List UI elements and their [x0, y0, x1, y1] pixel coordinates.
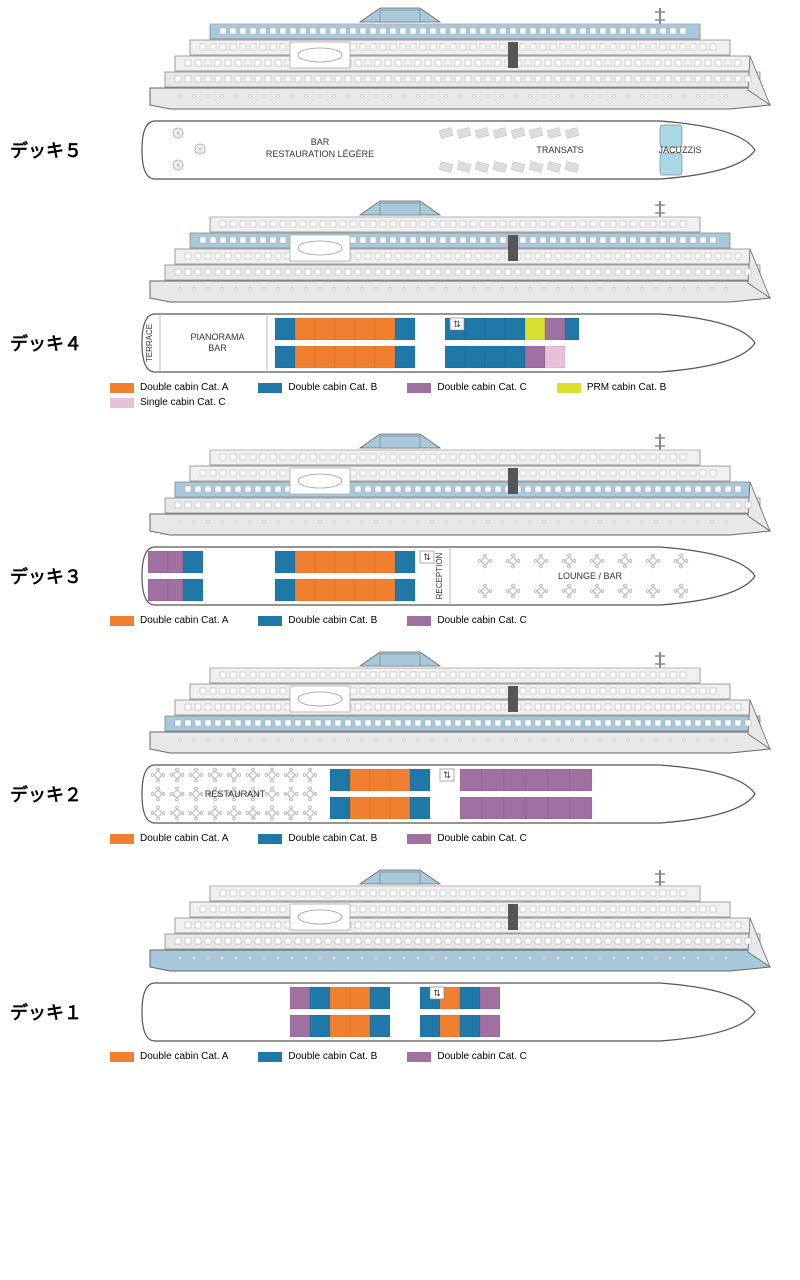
- legend-label: Double cabin Cat. C: [437, 615, 527, 626]
- legend-item-catA: Double cabin Cat. A: [110, 615, 228, 626]
- deck-section-2: デッキ２ RESTAURANT ⇅ Double cabin Cat. A Dou…: [0, 644, 800, 854]
- svg-text:TERRACE: TERRACE: [145, 324, 154, 362]
- ship-profile: [110, 193, 790, 308]
- legend-label: Double cabin Cat. C: [437, 833, 527, 844]
- svg-text:PIANORAMA: PIANORAMA: [190, 332, 244, 342]
- legend-label: Double cabin Cat. C: [437, 382, 527, 393]
- svg-text:RECEPTION: RECEPTION: [435, 552, 444, 599]
- deck-label: デッキ４: [10, 330, 100, 356]
- ship-profile: [110, 644, 790, 759]
- deck-section-4: デッキ４ TERRACE PIANORAMABAR ⇅ Double cabin C…: [0, 193, 800, 418]
- svg-text:⇅: ⇅: [423, 552, 431, 562]
- legend-label: PRM cabin Cat. B: [587, 382, 666, 393]
- svg-text:JACUZZIS: JACUZZIS: [658, 145, 701, 155]
- deck-plan: RESTAURANT ⇅: [110, 759, 790, 829]
- svg-text:BAR: BAR: [208, 343, 227, 353]
- deck-section-1: デッキ１ ⇅ Double cabin Cat. A Double cabin …: [0, 862, 800, 1072]
- deck-plan: BAR RESTAURATION LÉGÈRE TRANSATS JACUZZIS: [110, 115, 790, 185]
- ship-profile: [110, 426, 790, 541]
- deck-plan: ⇅ RECEPTION LOUNGE / BAR: [110, 541, 790, 611]
- legend-label: Single cabin Cat. C: [140, 397, 226, 408]
- legend-label: Double cabin Cat. B: [288, 1051, 377, 1062]
- svg-text:⇅: ⇅: [433, 988, 441, 998]
- legend-item-catB: Double cabin Cat. B: [258, 615, 377, 626]
- deck-plan: TERRACE PIANORAMABAR ⇅: [110, 308, 790, 378]
- svg-text:TRANSATS: TRANSATS: [536, 145, 583, 155]
- legend: Double cabin Cat. A Double cabin Cat. B …: [110, 378, 790, 418]
- deck-label: デッキ３: [10, 563, 100, 589]
- legend-item-catC: Double cabin Cat. C: [407, 833, 527, 844]
- legend-item-catB: Double cabin Cat. B: [258, 833, 377, 844]
- legend-label: Double cabin Cat. A: [140, 833, 228, 844]
- legend-label: Double cabin Cat. A: [140, 1051, 228, 1062]
- legend-label: Double cabin Cat. A: [140, 615, 228, 626]
- deck-plan: ⇅: [110, 977, 790, 1047]
- deck-section-5: デッキ５ BAR RESTAURATION LÉGÈRE TRANSATS JACUZ…: [0, 0, 800, 185]
- legend-label: Double cabin Cat. B: [288, 833, 377, 844]
- svg-text:⇅: ⇅: [443, 770, 451, 780]
- deck-section-3: デッキ３ ⇅ RECEPTION LOUNGE / BAR Double cabin…: [0, 426, 800, 636]
- svg-text:BAR: BAR: [311, 137, 330, 147]
- legend: Double cabin Cat. A Double cabin Cat. B …: [110, 1047, 790, 1072]
- deck-label: デッキ２: [10, 781, 100, 807]
- legend-item-singleC: Single cabin Cat. C: [110, 397, 226, 408]
- legend-label: Double cabin Cat. B: [288, 615, 377, 626]
- svg-text:LOUNGE / BAR: LOUNGE / BAR: [558, 571, 623, 581]
- deck-label: デッキ１: [10, 999, 100, 1025]
- legend-item-catA: Double cabin Cat. A: [110, 1051, 228, 1062]
- legend-label: Double cabin Cat. A: [140, 382, 228, 393]
- legend-item-catC: Double cabin Cat. C: [407, 1051, 527, 1062]
- legend-item-catC: Double cabin Cat. C: [407, 382, 527, 393]
- legend-item-catA: Double cabin Cat. A: [110, 833, 228, 844]
- ship-profile: [110, 862, 790, 977]
- svg-text:⇅: ⇅: [453, 319, 461, 329]
- legend: Double cabin Cat. A Double cabin Cat. B …: [110, 829, 790, 854]
- legend: Double cabin Cat. A Double cabin Cat. B …: [110, 611, 790, 636]
- legend-label: Double cabin Cat. C: [437, 1051, 527, 1062]
- svg-text:RESTAURANT: RESTAURANT: [205, 789, 266, 799]
- legend-item-catC: Double cabin Cat. C: [407, 615, 527, 626]
- legend-label: Double cabin Cat. B: [288, 382, 377, 393]
- svg-text:RESTAURATION LÉGÈRE: RESTAURATION LÉGÈRE: [266, 149, 374, 159]
- deck-label: デッキ５: [10, 137, 100, 163]
- legend-item-catA: Double cabin Cat. A: [110, 382, 228, 393]
- ship-profile: [110, 0, 790, 115]
- legend-item-catB: Double cabin Cat. B: [258, 382, 377, 393]
- legend-item-catB: Double cabin Cat. B: [258, 1051, 377, 1062]
- legend-item-prmB: PRM cabin Cat. B: [557, 382, 666, 393]
